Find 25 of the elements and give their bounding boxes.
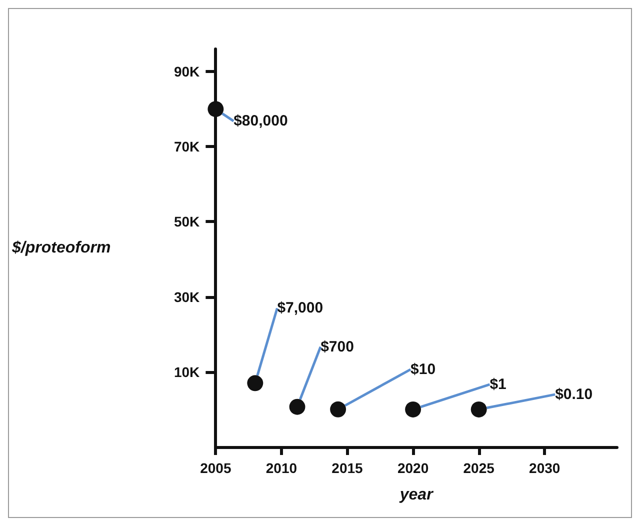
y-tick-label: 90K — [174, 64, 200, 80]
point — [470, 401, 487, 418]
point — [405, 401, 422, 418]
x-axis-title: year — [398, 486, 434, 504]
point — [289, 398, 306, 415]
data-label: $0.10 — [555, 386, 593, 403]
point — [330, 401, 346, 418]
y-tick-label: 50K — [174, 214, 200, 230]
data-label: $10 — [410, 360, 436, 378]
x-tick-label: 2015 — [332, 460, 364, 476]
point — [208, 101, 224, 118]
y-tick-label: 10K — [174, 364, 200, 380]
y-tick-label: 30K — [174, 288, 200, 305]
data-label: $1 — [490, 376, 506, 393]
point — [247, 375, 264, 392]
x-tick-label: 2025 — [463, 460, 495, 476]
x-tick-label: 2020 — [397, 460, 429, 476]
x-tick-label: 2030 — [529, 460, 560, 476]
data-label: $80,000 — [234, 112, 288, 130]
x-tick-label: 2005 — [200, 460, 232, 476]
data-label: $7,000 — [277, 300, 324, 317]
y-axis-title: $/proteoform — [11, 240, 111, 256]
data-label: $700 — [320, 338, 354, 356]
y-tick-label: 70K — [174, 138, 200, 155]
x-tick-label: 2010 — [266, 460, 298, 476]
